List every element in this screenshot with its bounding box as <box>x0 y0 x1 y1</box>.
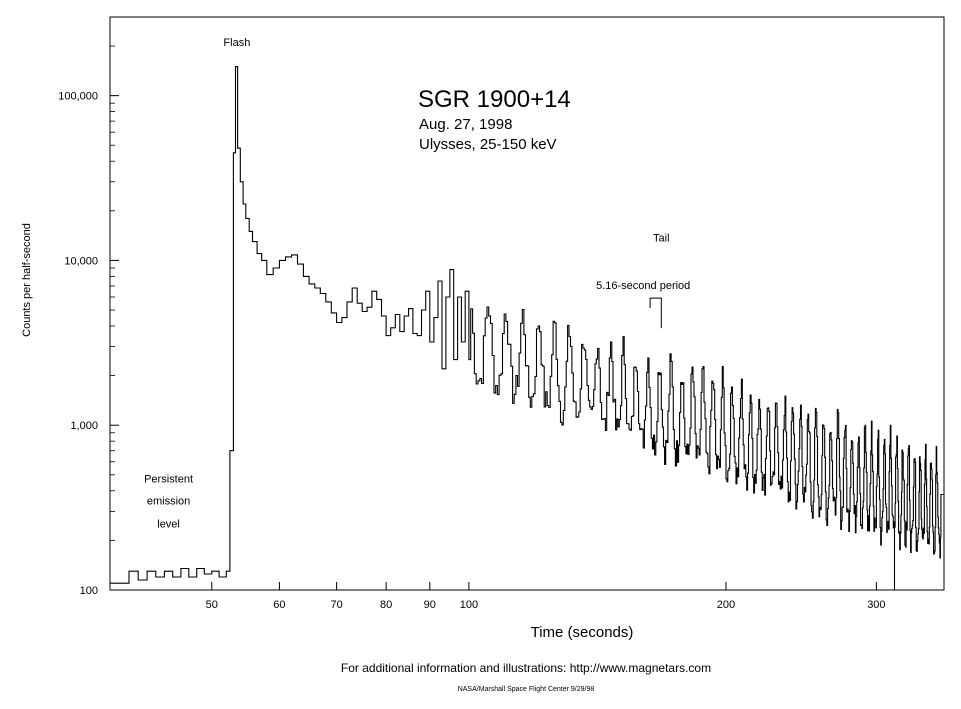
x-ticks: 50 60 70 80 90 100 200 300 <box>206 582 886 611</box>
x-tick-label: 50 <box>206 599 218 611</box>
footer-info: For additional information and illustrat… <box>341 661 711 675</box>
footer-credit: NASA/Marshall Space Flight Center 9/29/9… <box>458 686 595 693</box>
x-axis-label: Time (seconds) <box>531 624 634 641</box>
series-group <box>110 66 944 590</box>
y-axis-label: Counts per half-second <box>21 223 33 337</box>
x-tick-label: 80 <box>380 599 392 611</box>
y-minor-ticks <box>110 16 115 541</box>
annotation-level: level <box>157 518 180 530</box>
annotation-emission: emission <box>147 496 190 508</box>
annotation-flash: Flash <box>223 37 250 49</box>
x-tick-label: 100 <box>460 599 478 611</box>
chart-subtitle-date: Aug. 27, 1998 <box>419 116 512 133</box>
y-tick-label: 100 <box>80 585 98 597</box>
chart-subtitle-instrument: Ulysses, 25-150 keV <box>419 136 557 153</box>
series-line <box>110 66 944 590</box>
annotation-period: 5.16-second period <box>596 280 690 292</box>
y-tick-label: 100,000 <box>58 91 98 103</box>
annotation-persistent: Persistent <box>144 473 193 485</box>
plot-frame <box>109 16 945 591</box>
period-bracket <box>649 297 662 329</box>
y-major-ticks: 100 1,000 10,000 100,000 <box>58 91 119 597</box>
y-tick-label: 10,000 <box>64 255 98 267</box>
annotation-tail: Tail <box>653 233 670 245</box>
chart-title: SGR 1900+14 <box>418 86 571 113</box>
x-tick-label: 90 <box>424 599 436 611</box>
x-tick-label: 60 <box>273 599 285 611</box>
x-tick-label: 300 <box>867 599 885 611</box>
x-tick-label: 200 <box>717 599 735 611</box>
y-tick-label: 1,000 <box>70 420 98 432</box>
x-tick-label: 70 <box>330 599 342 611</box>
